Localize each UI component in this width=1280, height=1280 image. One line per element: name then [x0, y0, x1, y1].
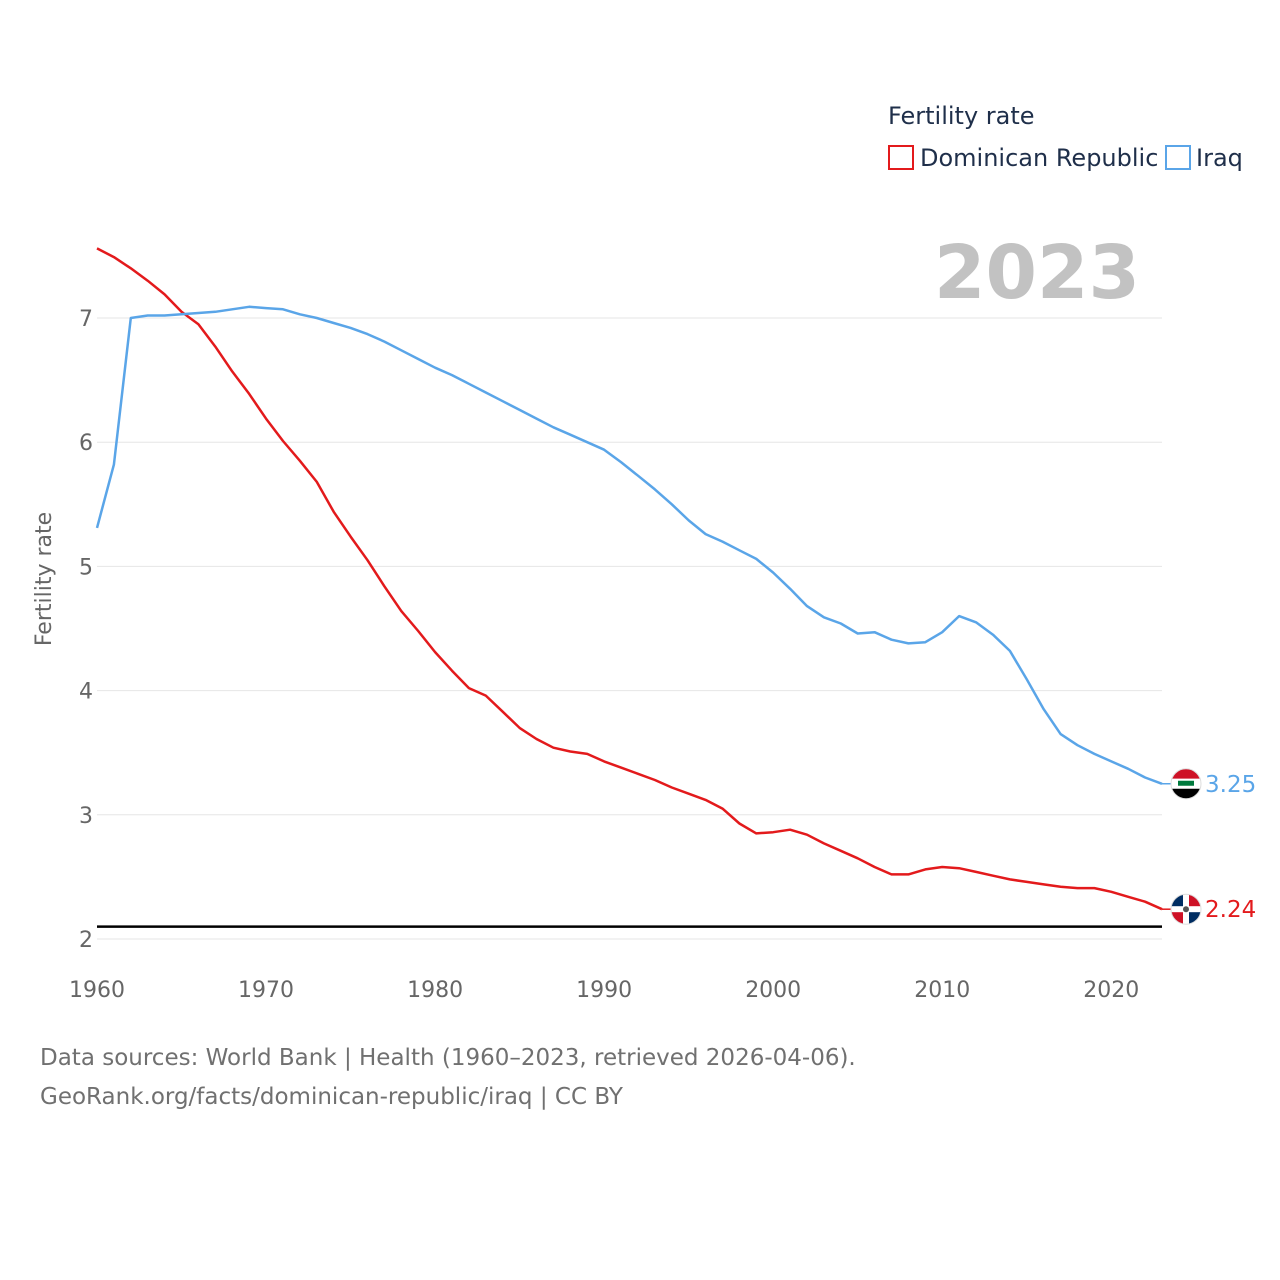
series-lines	[95, 247, 1163, 911]
y-tick-7: 7	[79, 307, 93, 332]
end-markers: 2.24 3.25	[1162, 768, 1256, 925]
x-tick-1970: 1970	[238, 978, 294, 1003]
flag-icon-iraq	[1170, 768, 1202, 800]
legend-swatch-iraq[interactable]	[1165, 145, 1191, 170]
legend-label-dominican-republic[interactable]: Dominican Republic	[920, 144, 1158, 172]
current-year-label: 2023	[934, 230, 1140, 316]
end-value-label-iraq: 3.25	[1205, 772, 1256, 798]
legend: Fertility rate Dominican Republic Iraq	[888, 102, 1243, 172]
y-axis-title: Fertility rate	[32, 512, 57, 646]
x-axis-ticks: 1960 1970 1980 1990 2000 2010 2020	[69, 978, 1139, 1003]
footer-attribution[interactable]: GeoRank.org/facts/dominican-republic/ira…	[40, 1084, 623, 1110]
y-tick-6: 6	[79, 431, 93, 456]
footer-sources: Data sources: World Bank | Health (1960–…	[40, 1045, 856, 1071]
y-tick-4: 4	[79, 680, 93, 705]
x-tick-2010: 2010	[914, 978, 970, 1003]
x-tick-2000: 2000	[745, 978, 801, 1003]
y-tick-2: 2	[79, 928, 93, 953]
flag-icon-dominican-republic	[1170, 893, 1202, 925]
legend-swatch-dominican-republic[interactable]	[888, 145, 914, 170]
series-line-dominican-republic[interactable]	[96, 247, 1163, 911]
end-value-label-dominican-republic: 2.24	[1205, 897, 1256, 923]
x-tick-1960: 1960	[69, 978, 125, 1003]
y-tick-3: 3	[79, 804, 93, 829]
x-tick-2020: 2020	[1083, 978, 1139, 1003]
y-axis-ticks: 2 3 4 5 6 7	[79, 307, 93, 953]
legend-title: Fertility rate	[888, 102, 1035, 130]
legend-label-iraq[interactable]: Iraq	[1196, 144, 1243, 172]
y-tick-5: 5	[79, 555, 93, 580]
series-line-iraq[interactable]	[95, 305, 1163, 785]
gridlines	[97, 317, 1162, 940]
x-tick-1990: 1990	[576, 978, 632, 1003]
x-tick-1980: 1980	[407, 978, 463, 1003]
